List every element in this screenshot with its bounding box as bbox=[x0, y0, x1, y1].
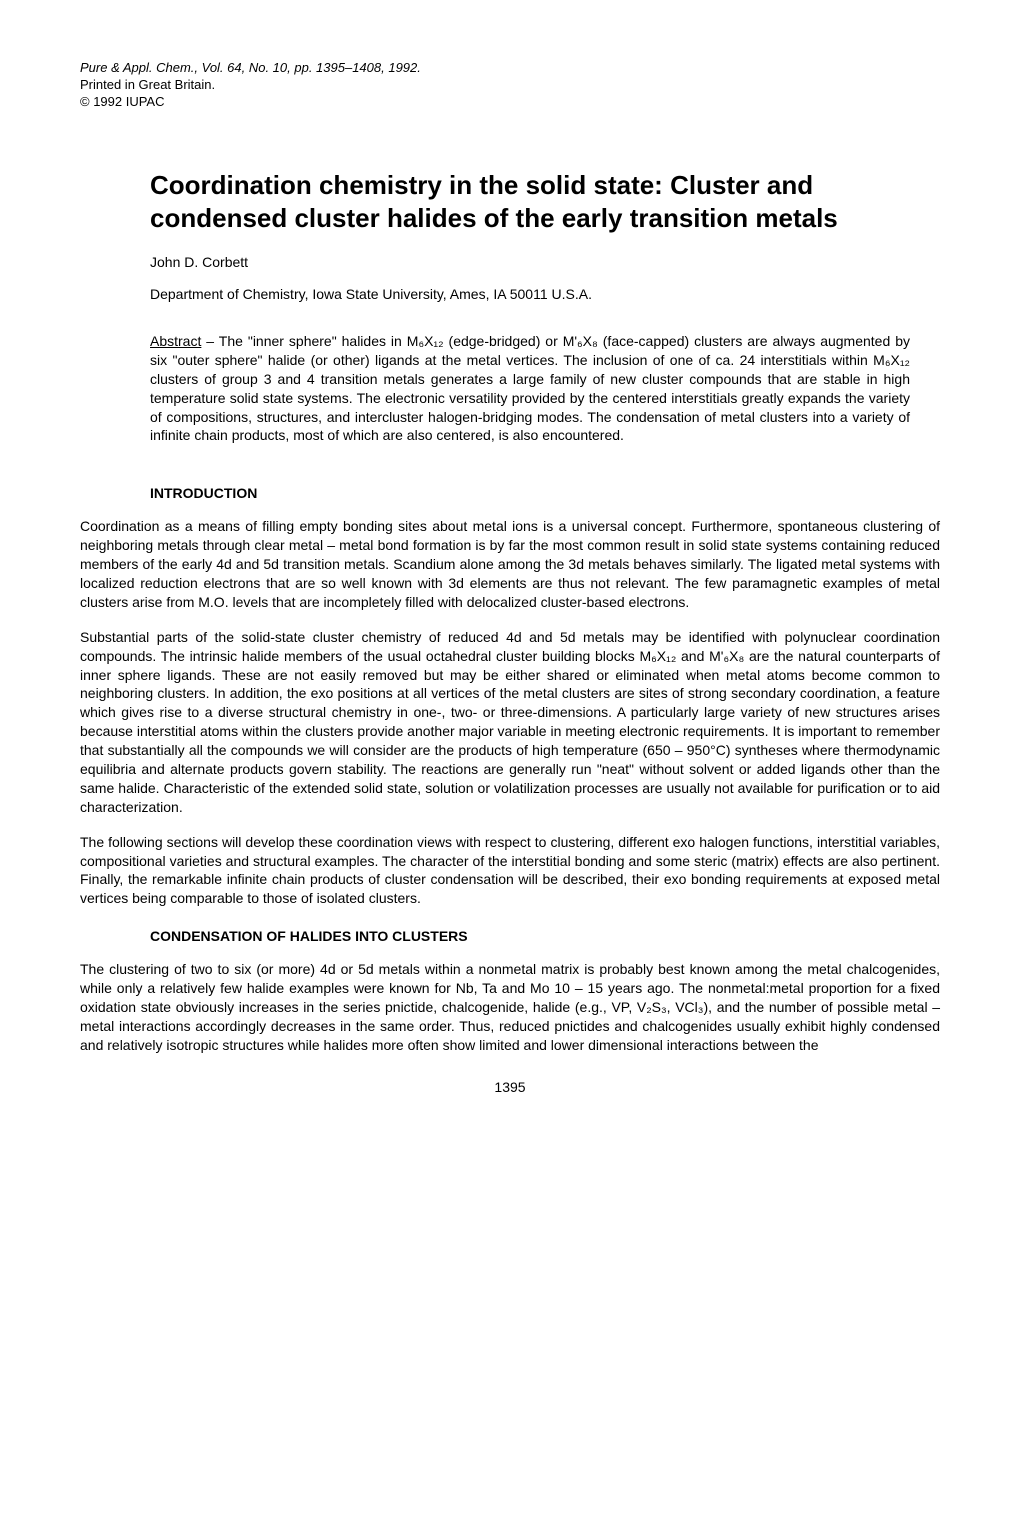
author-affiliation: Department of Chemistry, Iowa State Univ… bbox=[150, 286, 940, 302]
page-container: Pure & Appl. Chem., Vol. 64, No. 10, pp.… bbox=[0, 0, 1020, 1135]
condensation-paragraph-1: The clustering of two to six (or more) 4… bbox=[80, 960, 940, 1054]
abstract-block: Abstract – The "inner sphere" halides in… bbox=[150, 332, 910, 445]
abstract-label: Abstract bbox=[150, 333, 201, 349]
intro-paragraph-3: The following sections will develop thes… bbox=[80, 833, 940, 909]
intro-paragraph-2: Substantial parts of the solid-state clu… bbox=[80, 628, 940, 817]
abstract-text: – The "inner sphere" halides in M₆X₁₂ (e… bbox=[150, 333, 910, 443]
copyright-line: © 1992 IUPAC bbox=[80, 94, 940, 109]
journal-citation: Pure & Appl. Chem., Vol. 64, No. 10, pp.… bbox=[80, 60, 940, 75]
author-name: John D. Corbett bbox=[150, 254, 940, 270]
introduction-heading: INTRODUCTION bbox=[150, 485, 940, 501]
intro-paragraph-1: Coordination as a means of filling empty… bbox=[80, 517, 940, 611]
page-number: 1395 bbox=[80, 1079, 940, 1095]
printed-line: Printed in Great Britain. bbox=[80, 77, 940, 92]
condensation-heading: CONDENSATION OF HALIDES INTO CLUSTERS bbox=[150, 928, 940, 944]
article-title: Coordination chemistry in the solid stat… bbox=[150, 169, 930, 234]
